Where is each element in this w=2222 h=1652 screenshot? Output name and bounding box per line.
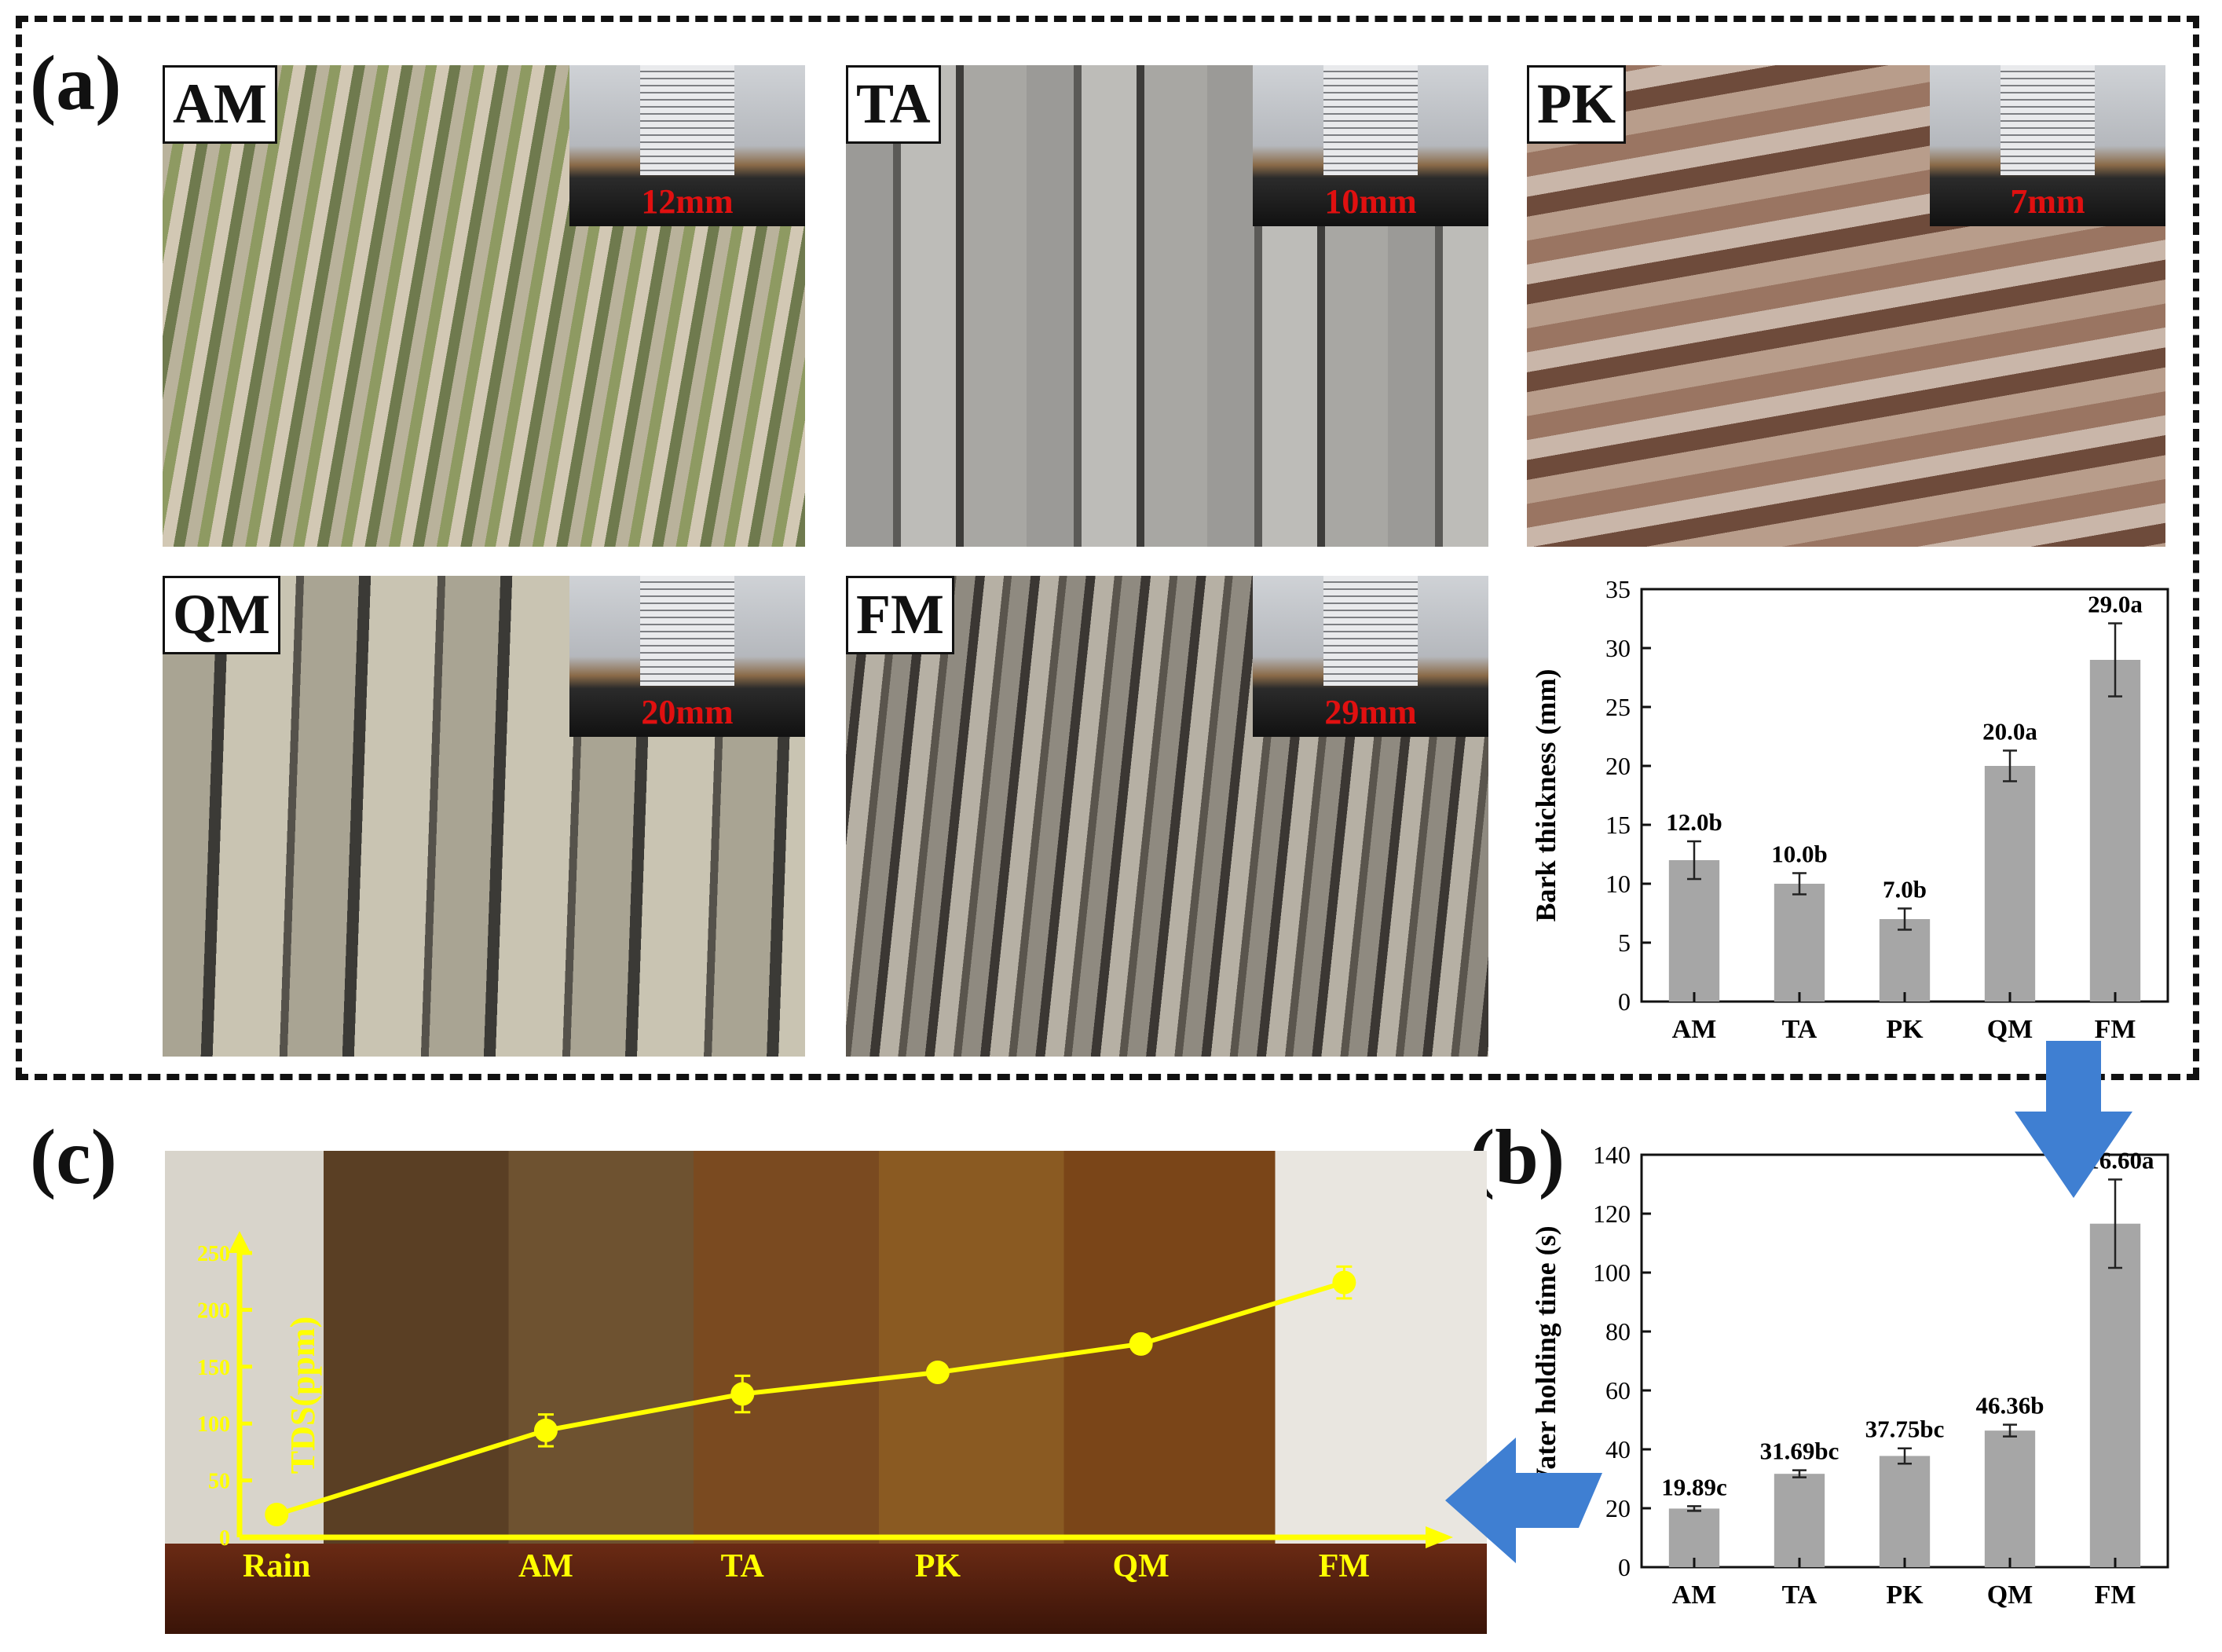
water-holding-chart: 0 20 40 60 80 100 120 140 19.89c AM 31.69bc TA 37.75… [1530,1141,2169,1610]
data-label: 29.0a [2088,591,2143,618]
leachate-bottles-photo [165,1151,1487,1634]
panel-label-c: (c) [30,1113,117,1200]
y-tick-label: 150 [197,1356,230,1380]
bar [1774,1474,1825,1567]
photo-tag-qm: QM [163,576,280,654]
ruler-inset-ta: 10mm [1253,65,1488,226]
y-tick-label: 120 [1593,1200,1631,1228]
x-tick-label: QM [1987,1581,2033,1610]
x-tick-label: TA [1782,1015,1818,1044]
data-label: 12.0b [1666,808,1722,836]
x-tick-label: TA [721,1548,765,1584]
photo-tag-fm: FM [846,576,954,654]
bar [2089,1223,2141,1567]
y-tick-label: 250 [197,1242,230,1266]
bark-photo-am: AM 12mm [163,65,805,547]
bark-photo-qm: QM 20mm [163,576,805,1057]
y-axis-label: Bark thickness (mm) [1530,669,1561,922]
x-tick-label: FM [1319,1548,1370,1584]
data-label: 7.0b [1883,876,1927,903]
y-axis-label: Water holding time (s) [1530,1225,1561,1496]
ruler-inset-am: 12mm [569,65,805,226]
x-tick-label: AM [1672,1015,1717,1044]
y-tick-label: 0 [1618,1553,1631,1581]
bark-photo-pk: PK 7mm [1527,65,2165,547]
thickness-label-qm: 20mm [641,693,734,731]
y-tick-label: 30 [1605,634,1631,662]
tds-point [925,1361,950,1385]
ruler-inset-pk: 7mm [1930,65,2165,226]
y-tick-label: 80 [1605,1317,1631,1346]
x-tick-label: FM [2095,1581,2136,1610]
y-tick-label: 60 [1605,1376,1631,1405]
y-tick-label: 40 [1605,1435,1631,1463]
tds-point [1129,1331,1153,1356]
x-tick-label: PK [1886,1015,1924,1044]
wooden-shelf [165,1544,1487,1634]
x-tick-label: PK [915,1548,961,1584]
bar [1984,1430,2036,1567]
bar [1879,919,1931,1002]
arrow-down-icon [2015,1041,2132,1198]
y-tick-label: 35 [1605,575,1631,603]
arrow-left-icon [1445,1438,1602,1563]
bar [1984,766,2036,1002]
data-label: 46.36b [1976,1392,2044,1419]
thickness-label-am: 12mm [641,182,734,221]
y-tick-label: 140 [1593,1141,1631,1169]
x-tick-label: TA [1782,1581,1818,1610]
data-label: 19.89c [1661,1473,1727,1500]
data-label: 37.75bc [1865,1416,1945,1443]
x-tick-label: PK [1886,1581,1924,1610]
y-axis-arrowhead [229,1231,251,1253]
panel-a-frame [16,16,2199,1080]
bar [1668,860,1720,1002]
y-tick-label: 100 [1593,1258,1631,1287]
y-axis-label: TDS(ppm) [284,1317,322,1474]
y-tick-label: 0 [219,1526,230,1551]
bar [1774,884,1825,1002]
y-tick-label: 20 [1605,752,1631,780]
y-tick-label: 100 [197,1412,230,1437]
bar [2089,660,2141,1002]
y-tick-label: 5 [1618,929,1631,957]
x-tick-label: FM [2095,1015,2136,1044]
bark-thickness-chart: 0 5 10 15 20 25 30 35 12.0b AM 10.0b TA 7.0b PK 20.0a Q… [1530,575,2169,1044]
photo-tag-pk: PK [1527,65,1626,144]
data-label: 10.0b [1771,841,1828,868]
tds-point [730,1382,755,1406]
x-tick-label: Rain [243,1548,310,1584]
tds-point [1332,1270,1356,1295]
y-tick-label: 200 [197,1299,230,1323]
bar [1879,1456,1931,1567]
x-axis-arrowhead [1426,1526,1453,1548]
y-tick-label: 25 [1605,693,1631,721]
y-tick-label: 10 [1605,870,1631,898]
thickness-label-pk: 7mm [2010,182,2085,221]
thickness-label-fm: 29mm [1324,693,1417,731]
x-tick-label: AM [1672,1581,1717,1610]
y-tick-label: 50 [208,1470,230,1494]
y-tick-label: 15 [1605,811,1631,839]
y-tick-label: 0 [1618,987,1631,1016]
photo-tag-ta: TA [846,65,941,144]
bar [1668,1508,1720,1567]
data-label: 20.0a [1982,718,2037,745]
ruler-inset-fm: 29mm [1253,576,1488,737]
bark-photo-fm: FM 29mm [846,576,1488,1057]
thickness-label-ta: 10mm [1324,182,1417,221]
ruler-inset-qm: 20mm [569,576,805,737]
x-tick-label: AM [518,1548,573,1584]
data-label: 31.69bc [1760,1438,1839,1465]
bark-photo-ta: TA 10mm [846,65,1488,547]
x-tick-label: QM [1112,1548,1169,1584]
tds-chart: 0 50 100 150 200 250 TDS(ppm) Rain AM TA PK QM FM [197,1231,1453,1584]
tds-point [265,1503,289,1527]
panel-label-a: (a) [30,39,122,126]
y-tick-label: 20 [1605,1494,1631,1522]
photo-tag-am: AM [163,65,277,144]
tds-series-line [276,1280,1345,1517]
x-tick-label: QM [1987,1015,2033,1044]
tds-point [533,1418,558,1442]
